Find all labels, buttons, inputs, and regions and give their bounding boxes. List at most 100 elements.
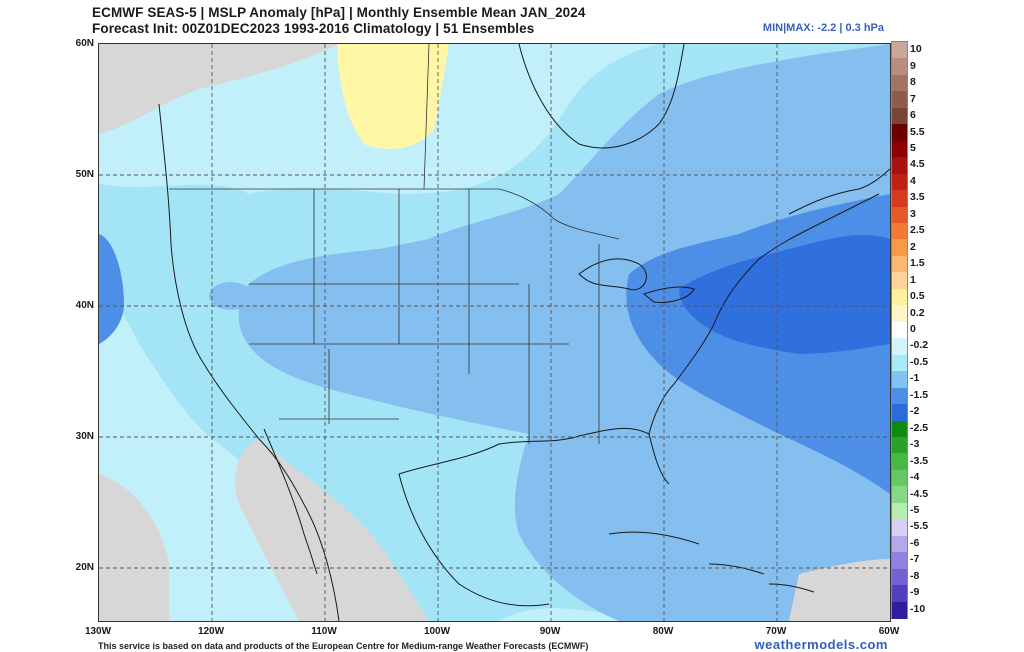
lat-label-40n: 40N: [75, 300, 94, 311]
colorbar-label: 7: [910, 92, 916, 105]
colorbar-label: -1.5: [910, 388, 929, 401]
colorbar-label: 8: [910, 76, 916, 89]
lon-label-70w: 70W: [765, 626, 787, 637]
credit-footer: This service is based on data and produc…: [98, 641, 589, 651]
no-anomaly-patch-southwest: [99, 474, 169, 621]
colorbar-segment: [892, 354, 907, 372]
colorbar-segment: [892, 387, 907, 405]
colorbar-segment: [892, 502, 907, 520]
colorbar-label: 10: [910, 43, 922, 56]
colorbar-segment: [892, 190, 907, 208]
colorbar-label: 2: [910, 240, 916, 253]
colorbar-label: 5.5: [910, 125, 925, 138]
colorbar-segment: [892, 535, 907, 553]
site-link[interactable]: weathermodels.com: [754, 637, 888, 652]
colorbar-segment: [892, 239, 907, 257]
map-graticule: [99, 44, 890, 621]
colorbar-label: -2: [910, 405, 920, 418]
colorbar-label: -9: [910, 586, 920, 599]
colorbar-segment: [892, 486, 907, 504]
colorbar-label: 6: [910, 109, 916, 122]
colorbar-segment: [892, 552, 907, 570]
colorbar-segment: [892, 338, 907, 356]
map-outlines: [158, 44, 890, 621]
colorbar-segment: [892, 436, 907, 454]
lon-label-120w: 120W: [197, 626, 225, 637]
colorbar-segment: [892, 453, 907, 471]
colorbar-segment: [892, 173, 907, 191]
colorbar-label: -4: [910, 471, 920, 484]
anomaly-region-west-tongue: [99, 234, 124, 344]
colorbar-label: -3: [910, 438, 920, 451]
colorbar-segment: [892, 140, 907, 158]
colorbar-label: -5.5: [910, 520, 929, 533]
no-anomaly-patch-southeast: [789, 559, 890, 621]
colorbar-label: -5: [910, 504, 920, 517]
lon-label-100w: 100W: [423, 626, 451, 637]
colorbar-segment: [892, 223, 907, 241]
lat-label-50n: 50N: [75, 169, 94, 180]
colorbar-segment: [892, 371, 907, 389]
min-max-readout: MIN|MAX: -2.2 | 0.3 hPa: [762, 22, 884, 34]
colorbar-label: 1: [910, 273, 916, 286]
colorbar-label: -10: [910, 602, 926, 615]
lon-label-130w: 130W: [84, 626, 112, 637]
colorbar-label: 0: [910, 323, 916, 335]
colorbar-segment: [892, 157, 907, 175]
colorbar-segment: [892, 255, 907, 273]
colorbar-label: 4: [910, 174, 916, 187]
colorbar-segment: [892, 206, 907, 224]
colorbar-label: -1: [910, 372, 920, 385]
colorbar-label: 4.5: [910, 158, 925, 171]
colorbar-label: -6: [910, 536, 920, 549]
colorbar-segment: [892, 58, 907, 76]
colorbar-label: 3: [910, 207, 916, 220]
anomaly-blob-great-basin: [209, 282, 253, 310]
colorbar-segment: [892, 91, 907, 109]
anomaly-region-neg-1: [238, 44, 890, 621]
colorbar: [891, 41, 908, 619]
colorbar-label: -8: [910, 569, 920, 582]
lon-label-90w: 90W: [539, 626, 561, 637]
lon-label-60w: 60W: [878, 626, 900, 637]
map-subtitle: Forecast Init: 00Z01DEC2023 1993-2016 Cl…: [92, 21, 535, 36]
colorbar-label: 0.5: [910, 290, 925, 303]
lon-label-80w: 80W: [652, 626, 674, 637]
colorbar-label: 5: [910, 141, 916, 154]
colorbar-segment: [892, 321, 907, 339]
colorbar-label: 0.2: [910, 306, 925, 319]
colorbar-segment: [892, 519, 907, 537]
anomaly-region-positive: [337, 44, 449, 149]
colorbar-segment: [892, 585, 907, 603]
colorbar-segment: [892, 601, 907, 619]
colorbar-segment: [892, 404, 907, 422]
colorbar-segment: [892, 469, 907, 487]
colorbar-segment: [892, 107, 907, 125]
colorbar-segment: [892, 42, 907, 59]
colorbar-label: -4.5: [910, 487, 929, 500]
lat-label-60n: 60N: [75, 38, 94, 49]
colorbar-segment: [892, 568, 907, 586]
lon-label-110w: 110W: [311, 626, 337, 637]
colorbar-label: -0.2: [910, 339, 929, 352]
political-borders: [169, 44, 620, 444]
colorbar-label: 9: [910, 59, 916, 72]
map-title: ECMWF SEAS-5 | MSLP Anomaly [hPa] | Mont…: [92, 5, 586, 20]
colorbar-label: -0.5: [910, 355, 929, 368]
colorbar-segment: [892, 124, 907, 142]
colorbar-segment: [892, 305, 907, 323]
colorbar-label: -7: [910, 553, 920, 566]
lat-label-30n: 30N: [75, 431, 94, 442]
lat-label-20n: 20N: [75, 562, 94, 573]
colorbar-segment: [892, 420, 907, 438]
colorbar-label: 3.5: [910, 191, 925, 204]
colorbar-label: 2.5: [910, 224, 925, 237]
colorbar-label: -2.5: [910, 421, 929, 434]
colorbar-segment: [892, 272, 907, 290]
colorbar-label: -3.5: [910, 454, 929, 467]
anomaly-region-neg-2: [679, 234, 890, 354]
anomaly-map: [98, 43, 891, 622]
no-anomaly-patch-mexico: [235, 439, 429, 621]
colorbar-label: 1.5: [910, 257, 925, 270]
colorbar-segment: [892, 288, 907, 306]
